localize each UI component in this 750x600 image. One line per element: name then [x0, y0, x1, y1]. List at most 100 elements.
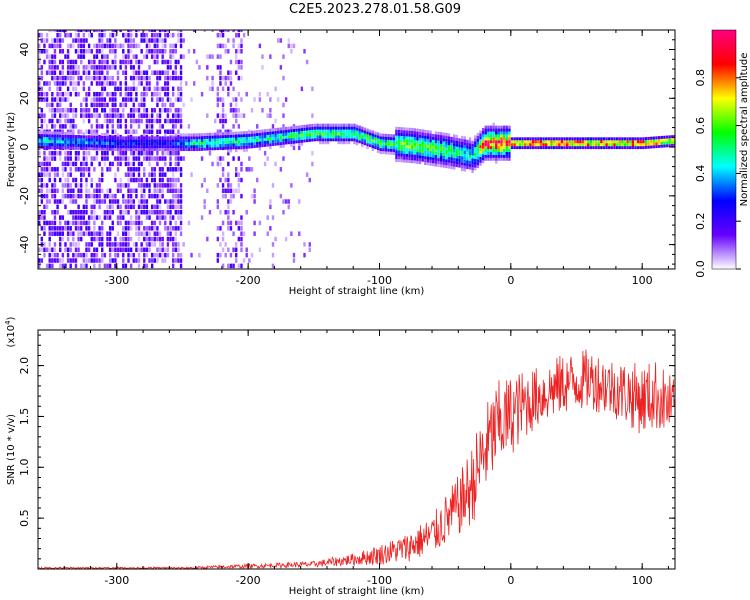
spectrogram-cell — [45, 139, 49, 143]
spectrogram-cell — [53, 156, 57, 161]
spectrogram-cell — [224, 134, 227, 138]
spectrogram-cell — [298, 199, 301, 204]
spectrogram-cell — [59, 143, 62, 147]
spectrogram-cell — [116, 156, 120, 161]
spectrogram-cell — [38, 136, 41, 140]
spectrogram-cell — [353, 138, 356, 142]
spectrogram-cell — [657, 144, 661, 148]
spectrogram-cell — [53, 150, 57, 156]
spectrogram-cell — [424, 153, 427, 157]
colorbar: 0.00.20.40.60.8 Normalized spectral ampl… — [694, 29, 750, 278]
spectrogram-cell — [137, 199, 141, 204]
spectrogram-cell — [413, 131, 417, 135]
spectrogram-cell — [190, 139, 193, 143]
spectrogram-cell — [474, 155, 477, 159]
spectrogram-cell — [161, 247, 164, 253]
spectrogram-cell — [129, 65, 133, 70]
spectrogram-cell — [463, 148, 466, 152]
spectrogram-cell — [122, 142, 125, 146]
spectrogram-cell — [313, 129, 317, 133]
spectrogram-cell — [132, 113, 135, 118]
spectrogram-cell — [64, 204, 67, 210]
spectrogram-cell — [72, 209, 75, 215]
spectrogram-cell — [72, 59, 75, 65]
spectrogram-cell — [72, 177, 75, 183]
spectrogram-cell — [66, 146, 70, 150]
spectrogram-cell — [434, 163, 438, 167]
spectrogram-cell — [106, 156, 109, 161]
spectrogram-cell — [347, 141, 351, 145]
spectrogram-cell — [256, 124, 259, 129]
spectrogram-cell — [384, 136, 388, 140]
spectrogram-cell — [56, 209, 59, 215]
spectrogram-cell — [237, 43, 241, 49]
spectrogram-cell — [347, 138, 351, 142]
spectrogram-cell — [164, 220, 167, 226]
spectrogram-cell — [156, 150, 159, 156]
spectrogram-cell — [235, 140, 238, 144]
spectrogram-cell — [487, 140, 490, 144]
spectrogram-cell — [116, 188, 120, 194]
spectrogram-cell — [290, 183, 293, 188]
spectrogram-cell — [439, 137, 443, 141]
spectrogram-cell — [313, 123, 317, 127]
spectrogram-cell — [203, 141, 206, 145]
spectrogram-cell — [111, 102, 114, 108]
spectrogram-cell — [455, 143, 459, 147]
spectrogram-cell — [90, 156, 93, 161]
snr-x-ticks: -300 -200 -100 0 100 — [37, 330, 669, 587]
spectrogram-cell — [468, 160, 472, 164]
spectrogram-cell — [303, 252, 306, 258]
spectrogram-cell — [87, 59, 91, 65]
spectrogram-cell — [106, 124, 109, 129]
spectrogram-cell — [203, 204, 206, 210]
spectrogram-cell — [40, 136, 44, 140]
spectrogram-cell — [140, 188, 143, 194]
spectrogram-cell — [621, 143, 624, 147]
spectrogram-cell — [526, 146, 529, 150]
spectrogram-cell — [447, 165, 451, 169]
spectrogram-cell — [216, 258, 220, 263]
spectrogram-cell — [455, 149, 459, 153]
spectrogram-cell — [122, 199, 125, 204]
spectrogram-cell — [636, 137, 640, 141]
spectrogram-cell — [384, 139, 388, 143]
spectrogram-cell — [82, 108, 86, 113]
spectrogram-cell — [434, 148, 438, 152]
spectrogram-cell — [82, 258, 86, 263]
spectrogram-cell — [248, 139, 251, 143]
spectrogram-cell — [135, 86, 138, 92]
spectrogram-cell — [80, 129, 83, 135]
spectrogram-cell — [447, 150, 451, 154]
spectrogram-cell — [450, 154, 453, 158]
spectrogram-cell — [66, 140, 70, 144]
spectrogram-cell — [40, 91, 44, 97]
spectrogram-cell — [53, 199, 57, 204]
spectrogram-cell — [45, 49, 49, 54]
spectrogram-cell — [321, 129, 325, 133]
spectrogram-cell — [179, 108, 183, 113]
spectrogram-cell — [631, 140, 635, 144]
spectrogram-cell — [72, 81, 75, 86]
spectrogram-cell — [326, 141, 330, 145]
spectrogram-cell — [437, 155, 440, 159]
spectrogram-cell — [114, 49, 117, 54]
spectrogram-cell — [631, 143, 635, 147]
spectrogram-cell — [80, 146, 83, 150]
spectrogram-cell — [177, 247, 180, 253]
spectrogram-cell — [40, 131, 44, 135]
spectrogram-cell — [400, 156, 403, 160]
spectrogram-cell — [594, 146, 598, 150]
spectrogram-cell — [158, 32, 162, 38]
spectrogram-cell — [80, 172, 83, 177]
spectrogram-cell — [321, 123, 325, 127]
spectrogram-cell — [72, 161, 75, 167]
spectrogram-cell — [224, 209, 227, 215]
spectrogram-cell — [266, 128, 269, 132]
spectrogram-cell — [240, 263, 243, 269]
spectrogram-cell — [442, 135, 445, 139]
spectrogram-cell — [74, 252, 78, 258]
spectrogram-cell — [101, 102, 104, 108]
spectrogram-cell — [59, 247, 62, 253]
spectrogram-cell — [166, 139, 170, 143]
